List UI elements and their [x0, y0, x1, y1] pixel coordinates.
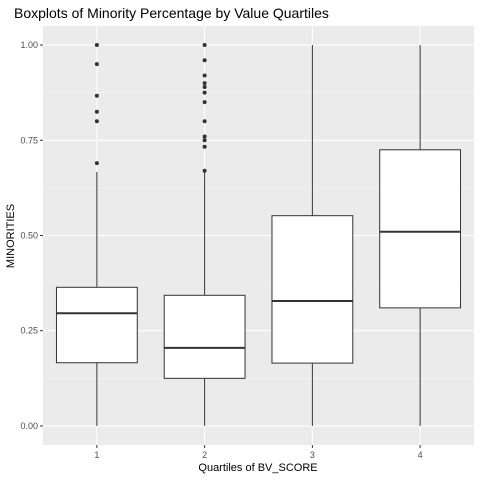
outlier-point	[202, 134, 207, 139]
box-group-1	[55, 43, 138, 426]
x-tick-label: 2	[202, 450, 207, 460]
outlier-point	[202, 81, 207, 86]
box-group-2	[163, 43, 246, 426]
outlier-point	[94, 109, 99, 114]
outlier-point	[202, 168, 207, 173]
outlier-point	[94, 119, 99, 124]
outlier-point	[202, 43, 207, 48]
outlier-point	[94, 43, 99, 48]
y-tick-label: 0.50	[20, 231, 38, 241]
outlier-point	[94, 161, 99, 166]
x-tick-label: 3	[310, 450, 315, 460]
outlier-point	[94, 62, 99, 67]
box-iqr	[163, 294, 246, 379]
boxes-layer	[55, 43, 462, 426]
axes-layer: 0.00 0.25 0.50 0.75 1.00 1 2 3 4	[20, 40, 422, 460]
outlier-point	[94, 93, 99, 98]
y-axis-title: MINORITIES	[5, 204, 17, 268]
outlier-point	[202, 58, 207, 63]
box-iqr	[55, 286, 138, 364]
y-tick-label: 1.00	[20, 40, 38, 50]
box-iqr	[271, 215, 354, 364]
x-axis-title: Quartiles of BV_SCORE	[198, 462, 317, 474]
outlier-point	[202, 144, 207, 149]
y-tick-label: 0.75	[20, 135, 38, 145]
outlier-point	[202, 73, 207, 78]
x-tick-label: 1	[94, 450, 99, 460]
y-tick-label: 0.00	[20, 421, 38, 431]
outlier-point	[202, 119, 207, 124]
y-tick-label: 0.25	[20, 326, 38, 336]
chart-title: Boxplots of Minority Percentage by Value…	[14, 5, 329, 21]
box-group-3	[271, 45, 354, 426]
x-tick-label: 4	[418, 450, 423, 460]
outlier-point	[202, 100, 207, 105]
outlier-point	[202, 84, 207, 89]
box-group-4	[379, 45, 462, 426]
outlier-point	[202, 90, 207, 95]
outlier-point	[202, 138, 207, 143]
box-iqr	[379, 149, 462, 309]
